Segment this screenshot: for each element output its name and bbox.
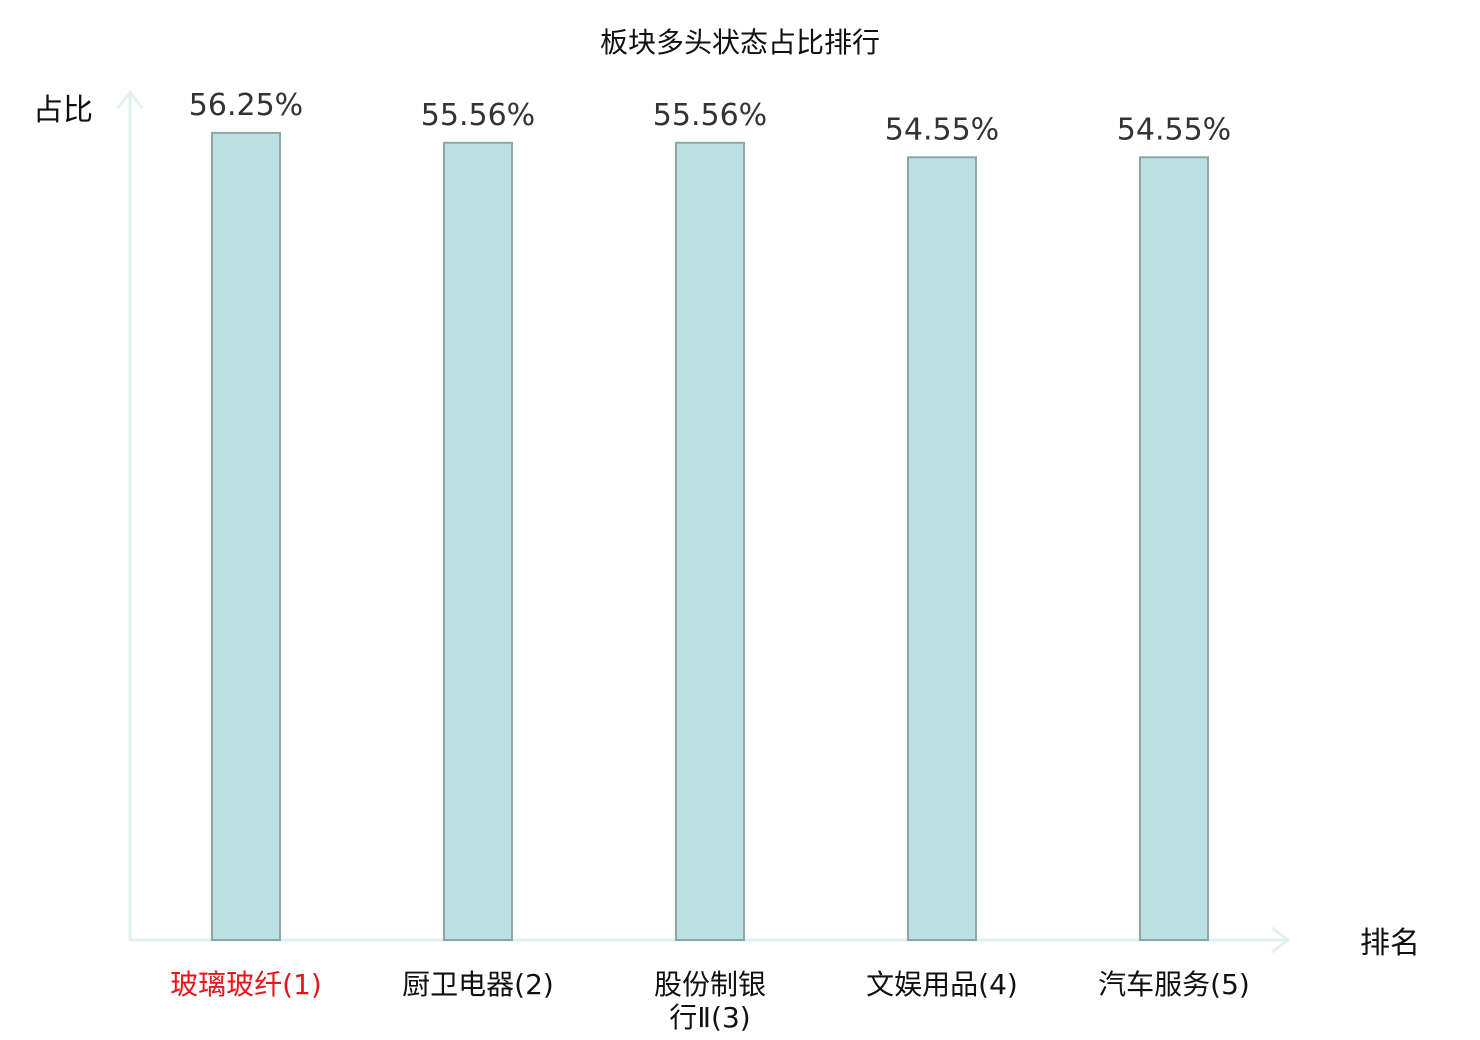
category-label-line: 玻璃玻纤(1) [170,968,322,1001]
data-label-3: 55.56% [653,98,767,133]
x-axis-label: 排名 [1360,926,1420,961]
y-axis-label: 占比 [33,93,93,128]
data-labels-group: 56.25% 55.56% 55.56% 54.55% 54.55% [189,88,1231,147]
category-label-line: 厨卫电器(2) [402,968,554,1001]
y-axis-arrow [116,89,144,109]
category-label-1: 玻璃玻纤(1) [170,968,322,1001]
data-label-1: 56.25% [189,88,303,123]
data-label-5: 54.55% [1117,112,1231,147]
category-labels-group: 玻璃玻纤(1) 厨卫电器(2) 股份制银行Ⅱ(3) 文娱用品(4) 汽车服务(5) [170,968,1250,1034]
bars-group [211,131,1209,942]
category-label-3: 股份制银行Ⅱ(3) [654,968,766,1034]
bar-1 [211,131,281,942]
category-label-2: 厨卫电器(2) [402,968,554,1001]
category-label-5: 汽车服务(5) [1098,968,1250,1001]
data-label-2: 55.56% [421,98,535,133]
category-label-4: 文娱用品(4) [866,968,1018,1001]
bar-2 [443,141,513,942]
category-label-line: 股份制银 [654,968,766,1001]
bar-5 [1139,156,1209,941]
category-label-line: 行Ⅱ(3) [669,1001,750,1034]
bar-4 [907,156,977,941]
bar-3 [675,141,745,942]
category-label-line: 汽车服务(5) [1098,968,1250,1001]
category-label-line: 文娱用品(4) [866,968,1018,1001]
chart-title: 板块多头状态占比排行 [600,26,880,59]
x-axis-arrow [1271,926,1291,954]
data-label-4: 54.55% [885,112,999,147]
